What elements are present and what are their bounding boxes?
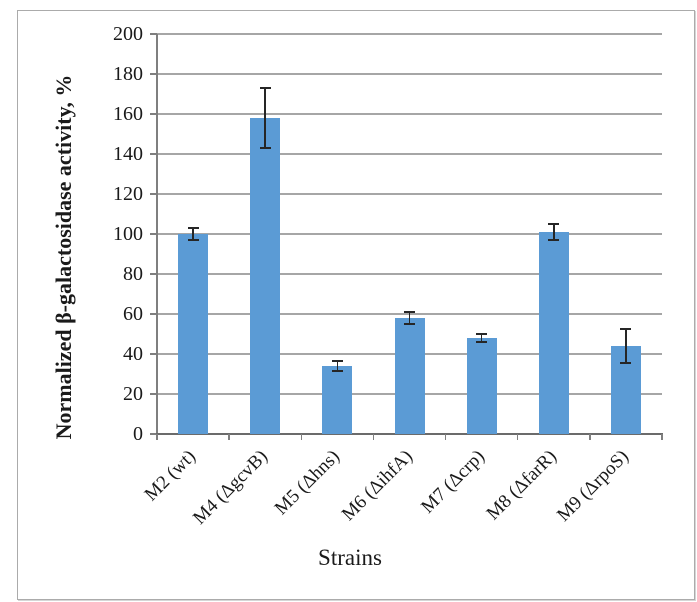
y-tick-label: 100	[113, 223, 143, 245]
x-category-label: M9 (ΔrpoS)	[552, 446, 633, 526]
x-axis-tick	[661, 434, 663, 440]
bar	[394, 318, 425, 434]
x-axis-tick	[516, 434, 519, 440]
y-tick-label: 60	[123, 303, 143, 325]
error-bar	[408, 312, 411, 324]
error-bar	[480, 334, 483, 342]
y-tick-label: 20	[123, 383, 143, 405]
error-bar-cap-top	[259, 87, 271, 89]
x-axis-tick	[300, 434, 303, 440]
y-tick-label: 140	[113, 143, 143, 165]
gridline	[157, 273, 662, 275]
error-bar-cap-bottom	[404, 323, 415, 325]
x-axis-title: Strains	[318, 545, 382, 570]
error-bar	[264, 88, 266, 148]
y-tick-label: 200	[113, 23, 143, 45]
error-bar-cap-top	[187, 227, 199, 229]
bar	[250, 118, 281, 434]
gridline	[157, 193, 662, 195]
error-bar-cap-bottom	[548, 239, 560, 241]
error-bar-cap-top	[620, 328, 632, 330]
y-axis-tick	[150, 193, 157, 195]
bar	[178, 234, 209, 434]
error-bar-cap-top	[331, 360, 343, 362]
gridline	[157, 113, 662, 115]
error-bar	[625, 329, 627, 363]
y-axis-tick	[150, 113, 157, 115]
gridline	[157, 73, 662, 75]
y-axis-tick	[150, 313, 157, 315]
error-bar-cap-top	[476, 333, 488, 335]
y-axis-tick	[150, 353, 157, 355]
error-bar-cap-bottom	[187, 239, 199, 241]
error-bar	[192, 228, 194, 240]
x-axis-tick	[156, 434, 158, 440]
error-bar-cap-top	[548, 223, 560, 225]
y-tick-label: 0	[133, 423, 143, 445]
gridline	[157, 233, 662, 235]
x-axis-line	[156, 433, 663, 435]
y-axis-line	[156, 34, 158, 434]
x-axis-tick	[228, 434, 230, 440]
y-axis-tick	[150, 233, 157, 235]
error-bar	[553, 224, 555, 240]
bar	[466, 338, 497, 434]
y-axis-tick	[150, 433, 157, 435]
error-bar	[336, 361, 339, 371]
error-bar-cap-top	[404, 311, 415, 313]
y-tick-label: 40	[123, 343, 143, 365]
y-axis-tick	[150, 153, 157, 155]
error-bar-cap-bottom	[259, 147, 271, 149]
y-axis-tick	[150, 273, 157, 275]
y-tick-label: 80	[123, 263, 143, 285]
x-axis-tick	[589, 434, 591, 440]
x-axis-tick	[372, 434, 375, 440]
gridline	[157, 153, 662, 155]
y-axis-tick	[150, 33, 157, 35]
x-category-label: M2 (wt)	[140, 446, 200, 506]
bar	[538, 232, 569, 434]
y-axis-tick	[150, 73, 157, 75]
error-bar-cap-bottom	[620, 362, 632, 364]
y-tick-label: 160	[113, 103, 143, 125]
y-tick-label: 180	[113, 63, 143, 85]
y-axis-tick	[150, 393, 157, 395]
error-bar-cap-bottom	[331, 370, 343, 372]
error-bar-cap-bottom	[476, 341, 488, 343]
gridline	[157, 33, 662, 35]
x-axis-tick	[444, 434, 447, 440]
figure-border	[17, 10, 695, 600]
y-tick-label: 120	[113, 183, 143, 205]
y-axis-title: Normalized β-galactosidase activity, %	[51, 74, 76, 440]
bar	[322, 366, 353, 434]
